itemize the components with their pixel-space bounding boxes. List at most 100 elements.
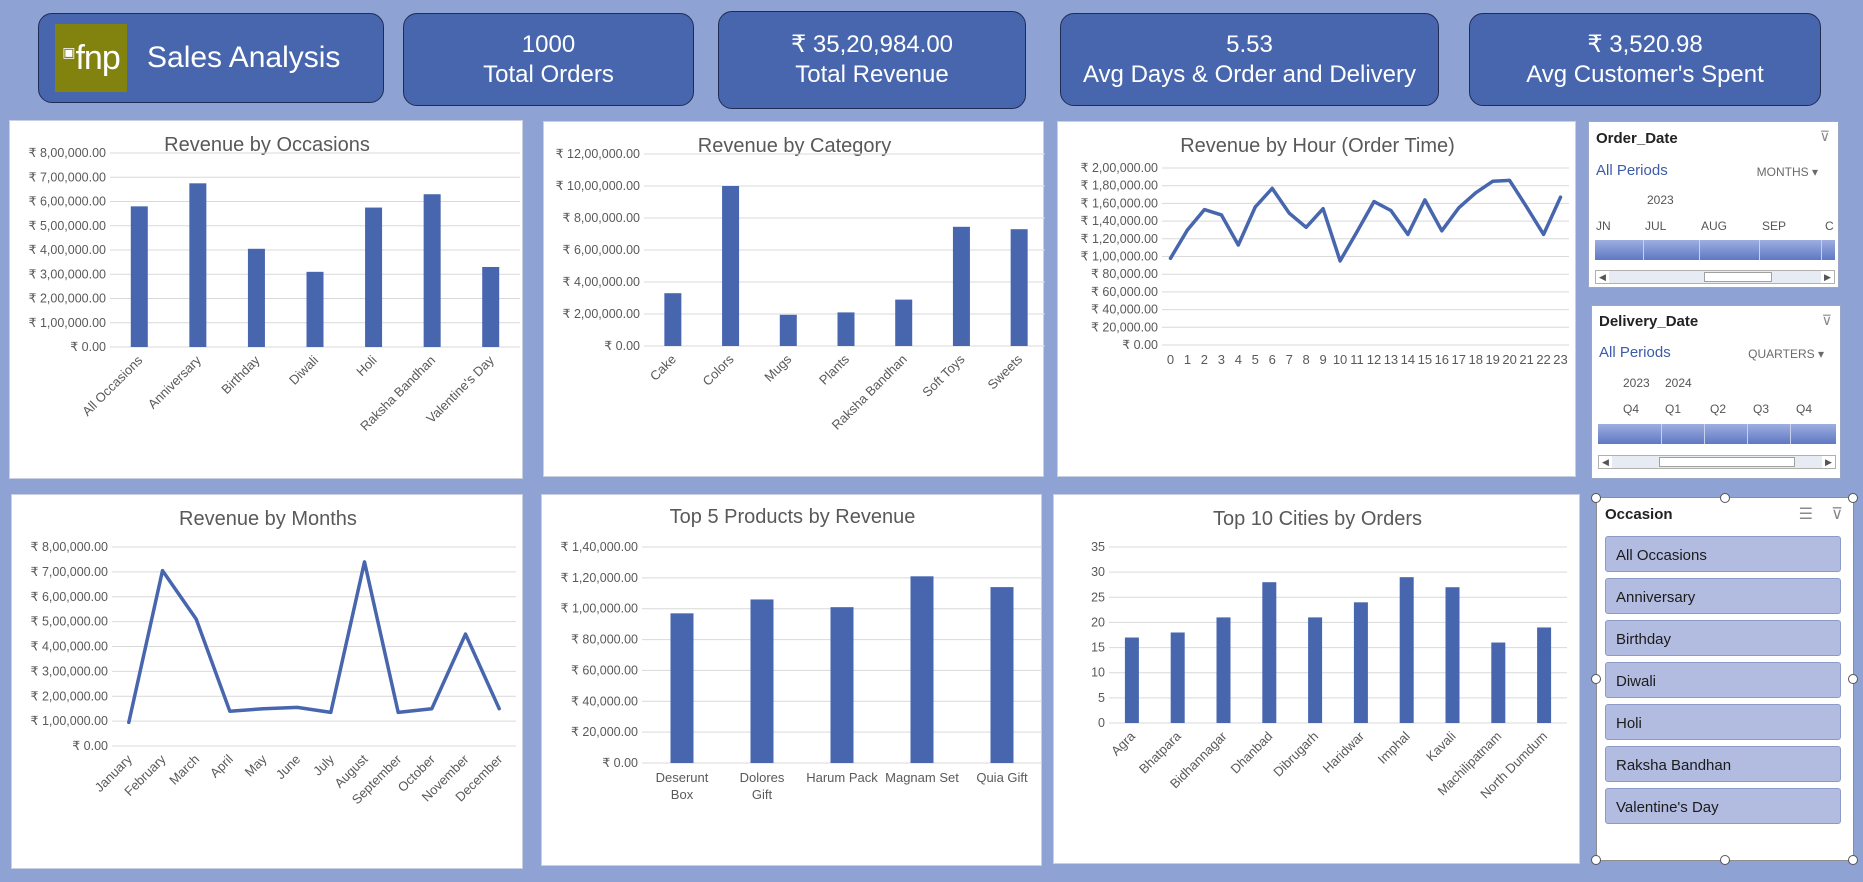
- period-label: JN: [1596, 219, 1611, 233]
- y-tick-label: ₹ 1,20,000.00: [561, 571, 639, 585]
- y-tick-label: ₹ 40,000.00: [571, 694, 638, 708]
- all-periods-label: All Periods: [1596, 162, 1668, 179]
- slicer-item[interactable]: Valentine's Day: [1605, 788, 1841, 824]
- scroll-right-icon[interactable]: ▶: [1822, 456, 1835, 468]
- x-tick-label: 1: [1184, 352, 1191, 367]
- resize-handle[interactable]: [1848, 674, 1858, 684]
- data-point: [228, 709, 232, 713]
- x-tick-label: June: [273, 752, 304, 783]
- data-point: [1440, 229, 1444, 233]
- data-point: [1219, 213, 1223, 217]
- y-tick-label: ₹ 2,00,000.00: [563, 307, 641, 321]
- data-point: [497, 707, 501, 711]
- bar: [1216, 617, 1231, 723]
- time-level-dropdown[interactable]: MONTHS ▾: [1757, 165, 1818, 179]
- data-point: [1253, 205, 1257, 209]
- bar: [306, 271, 324, 347]
- chart-title: Revenue by Occasions: [164, 134, 370, 156]
- data-point: [1491, 179, 1495, 183]
- scroll-thumb[interactable]: [1659, 457, 1795, 467]
- y-tick-label: ₹ 1,00,000.00: [29, 316, 107, 330]
- x-tick-label: Birthday: [218, 352, 263, 397]
- chart-revenue-by-months[interactable]: Revenue by Months ₹ 0.00 ₹ 1,00,000.00 ₹ 2,…: [11, 494, 523, 869]
- x-tick-label: 12: [1367, 352, 1381, 367]
- x-tick-label: 9: [1319, 352, 1326, 367]
- slicer-item[interactable]: Birthday: [1605, 620, 1841, 656]
- multi-select-icon[interactable]: ☰: [1798, 506, 1813, 523]
- y-tick-label: ₹ 4,00,000.00: [29, 243, 107, 257]
- chart-revenue-by-occasions[interactable]: Revenue by Occasions ₹ 0.00 ₹ 1,00,000.00 ₹…: [9, 120, 523, 479]
- resize-handle[interactable]: [1848, 855, 1858, 865]
- y-tick-label: ₹ 20,000.00: [571, 725, 638, 739]
- bar: [1170, 632, 1185, 723]
- scroll-left-icon[interactable]: ◀: [1596, 271, 1609, 283]
- x-tick-label: 21: [1519, 352, 1533, 367]
- y-tick-label: ₹ 60,000.00: [571, 663, 638, 677]
- x-tick-label: 15: [1418, 352, 1432, 367]
- scroll-right-icon[interactable]: ▶: [1821, 271, 1834, 283]
- chart-revenue-by-category[interactable]: Revenue by Category ₹ 0.00 ₹ 2,00,000.00 ₹ …: [543, 121, 1045, 477]
- data-point: [1355, 230, 1359, 234]
- chart-top-cities[interactable]: Top 10 Cities by Orders 0 5 10 15 20 25 30 35 Agr…: [1053, 494, 1580, 864]
- bar: [910, 576, 934, 763]
- slicer-item[interactable]: Raksha Bandhan: [1605, 746, 1841, 782]
- chart-top-products[interactable]: Top 5 Products by Revenue ₹ 0.00 ₹ 20,000.…: [541, 494, 1042, 866]
- kpi-label: Total Orders: [483, 60, 614, 88]
- occasion-slicer[interactable]: Occasion ☰ ⊽ All Occasions Anniversary B…: [1596, 497, 1854, 861]
- resize-handle[interactable]: [1591, 674, 1601, 684]
- timeline-scrollbar[interactable]: ◀ ▶: [1598, 455, 1836, 469]
- period-label: C: [1825, 219, 1834, 233]
- timeline-band[interactable]: [1598, 424, 1836, 444]
- bar: [247, 248, 265, 347]
- y-tick-label: ₹ 20,000.00: [1091, 320, 1158, 334]
- x-tick-label: May: [242, 751, 270, 779]
- series-line: [127, 560, 501, 725]
- x-tick-label: 10: [1333, 352, 1347, 367]
- slicer-title: Occasion: [1605, 506, 1673, 523]
- y-tick-label: ₹ 10,00,000.00: [556, 179, 640, 193]
- resize-handle[interactable]: [1720, 855, 1730, 865]
- x-tick-label: 7: [1286, 352, 1293, 367]
- scroll-left-icon[interactable]: ◀: [1599, 456, 1612, 468]
- timeline-band[interactable]: [1595, 240, 1835, 260]
- data-point: [329, 710, 333, 714]
- scroll-thumb[interactable]: [1704, 272, 1772, 282]
- clear-filter-icon[interactable]: ⊽: [1821, 312, 1832, 328]
- bar: [1353, 602, 1368, 723]
- bar: [895, 299, 913, 346]
- data-point: [1542, 232, 1546, 236]
- bar: [750, 599, 774, 763]
- resize-handle[interactable]: [1591, 855, 1601, 865]
- y-tick-label: ₹ 2,00,000.00: [1081, 161, 1159, 175]
- y-tick-label: 5: [1098, 691, 1105, 705]
- bar: [722, 186, 740, 346]
- clear-filter-icon[interactable]: ⊽: [1831, 506, 1843, 523]
- period-label: JUL: [1645, 219, 1667, 233]
- resize-handle[interactable]: [1848, 493, 1858, 503]
- chart-title: Top 10 Cities by Orders: [1213, 508, 1422, 530]
- delivery-date-slicer[interactable]: Delivery_Date ⊽ All Periods QUARTERS ▾ 2…: [1591, 305, 1841, 479]
- slicer-item[interactable]: All Occasions: [1605, 536, 1841, 572]
- y-tick-label: ₹ 8,00,000.00: [31, 540, 109, 554]
- x-tick-label: Anniversary: [145, 352, 204, 411]
- resize-handle[interactable]: [1720, 493, 1730, 503]
- order-date-slicer[interactable]: Order_Date ⊽ All Periods MONTHS ▾ 2023 J…: [1588, 121, 1839, 288]
- kpi-label: Total Revenue: [795, 61, 949, 88]
- resize-handle[interactable]: [1591, 493, 1601, 503]
- data-point: [161, 569, 164, 573]
- slicer-item[interactable]: Holi: [1605, 704, 1841, 740]
- y-tick-label: ₹ 40,000.00: [1091, 303, 1158, 317]
- slicer-item[interactable]: Anniversary: [1605, 578, 1841, 614]
- x-tick-label: April: [207, 751, 236, 780]
- x-tick-label: 19: [1485, 352, 1499, 367]
- slicer-item[interactable]: Diwali: [1605, 662, 1841, 698]
- timeline-scrollbar[interactable]: ◀ ▶: [1595, 270, 1835, 284]
- period-label: Q4: [1796, 402, 1813, 416]
- x-tick-label: All Occasions: [79, 352, 146, 419]
- y-tick-label: ₹ 4,00,000.00: [563, 275, 641, 289]
- time-level-dropdown[interactable]: QUARTERS ▾: [1748, 347, 1824, 361]
- clear-filter-icon[interactable]: ⊽: [1819, 128, 1830, 144]
- x-tick-label: Soft Toys: [919, 351, 968, 400]
- y-tick-label: 35: [1091, 540, 1105, 554]
- chart-revenue-by-hour[interactable]: Revenue by Hour (Order Time) ₹ 0.00 ₹ 20,0…: [1057, 121, 1576, 477]
